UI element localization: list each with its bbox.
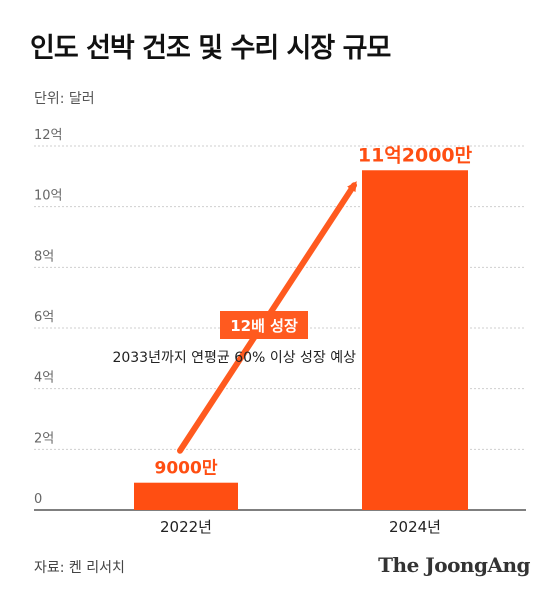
y-tick-label: 2억 [34,431,54,446]
source-label: 자료: 켄 리서치 [34,560,125,576]
bar [362,170,468,510]
growth-badge-text: 12배 성장 [230,317,298,335]
y-tick-label: 6억 [34,310,54,325]
unit-label: 단위: 달러 [34,91,95,107]
growth-note: 2033년까지 연평균 60% 이상 성장 예상 [112,350,356,366]
y-tick-label: 10억 [34,189,63,204]
x-tick-label: 2024년 [389,518,441,536]
bar [134,482,238,510]
page-title: 인도 선박 건조 및 수리 시장 규모 [30,33,391,64]
bar-value-label: 9000만 [155,459,218,479]
y-tick-label: 0 [34,492,42,507]
growth-badge [220,311,308,339]
y-tick-label: 4억 [34,371,54,386]
y-tick-label: 12억 [34,128,63,143]
brand-logo: The JoongAng [378,553,530,577]
bar-value-label: 11억2000만 [358,144,473,166]
y-tick-label: 8억 [34,249,54,264]
x-tick-label: 2022년 [160,518,212,536]
